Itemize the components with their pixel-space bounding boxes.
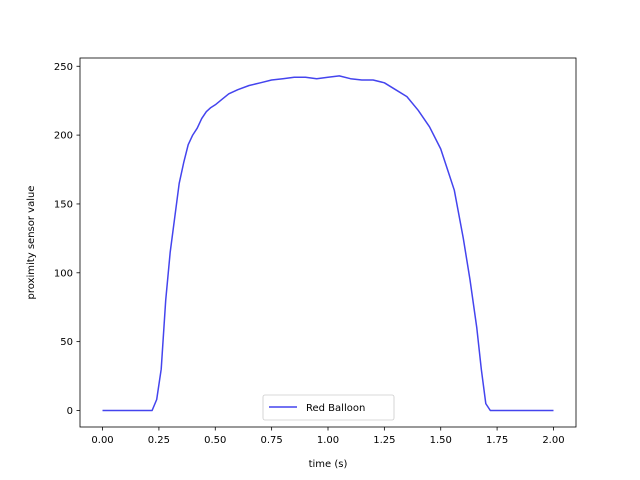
series-line-red-balloon [102, 75, 554, 412]
y-tick-label: 50 [60, 337, 73, 348]
x-tick-label: 0.25 [148, 435, 170, 446]
x-tick-label: 2.00 [542, 435, 564, 446]
x-tick-label: 1.00 [317, 435, 339, 446]
y-tick-label: 250 [54, 62, 73, 73]
y-tick-label: 150 [54, 199, 73, 210]
legend: Red Balloon [262, 394, 395, 421]
x-axis-label: time (s) [309, 459, 348, 470]
y-tick-label: 0 [67, 406, 73, 417]
y-tick-label: 100 [54, 268, 73, 279]
plot-area [79, 57, 577, 428]
x-tick-label: 1.50 [430, 435, 452, 446]
x-tick-label: 1.75 [486, 435, 508, 446]
y-axis-label: proximity sensor value [26, 186, 37, 300]
legend-label-red-balloon: Red Balloon [306, 403, 365, 414]
x-tick-label: 0.50 [204, 435, 226, 446]
y-tick-label: 200 [54, 131, 73, 142]
x-axis-ticks: 0.00 0.25 0.50 0.75 1.00 1.25 1.50 1.75 2.00 [91, 427, 565, 446]
x-tick-label: 0.75 [261, 435, 283, 446]
legend-box [262, 394, 395, 421]
x-tick-label: 0.00 [91, 435, 113, 446]
plot-frame [79, 57, 577, 428]
x-tick-label: 1.25 [373, 435, 395, 446]
y-axis-ticks: 0 50 100 150 200 250 [54, 62, 80, 417]
